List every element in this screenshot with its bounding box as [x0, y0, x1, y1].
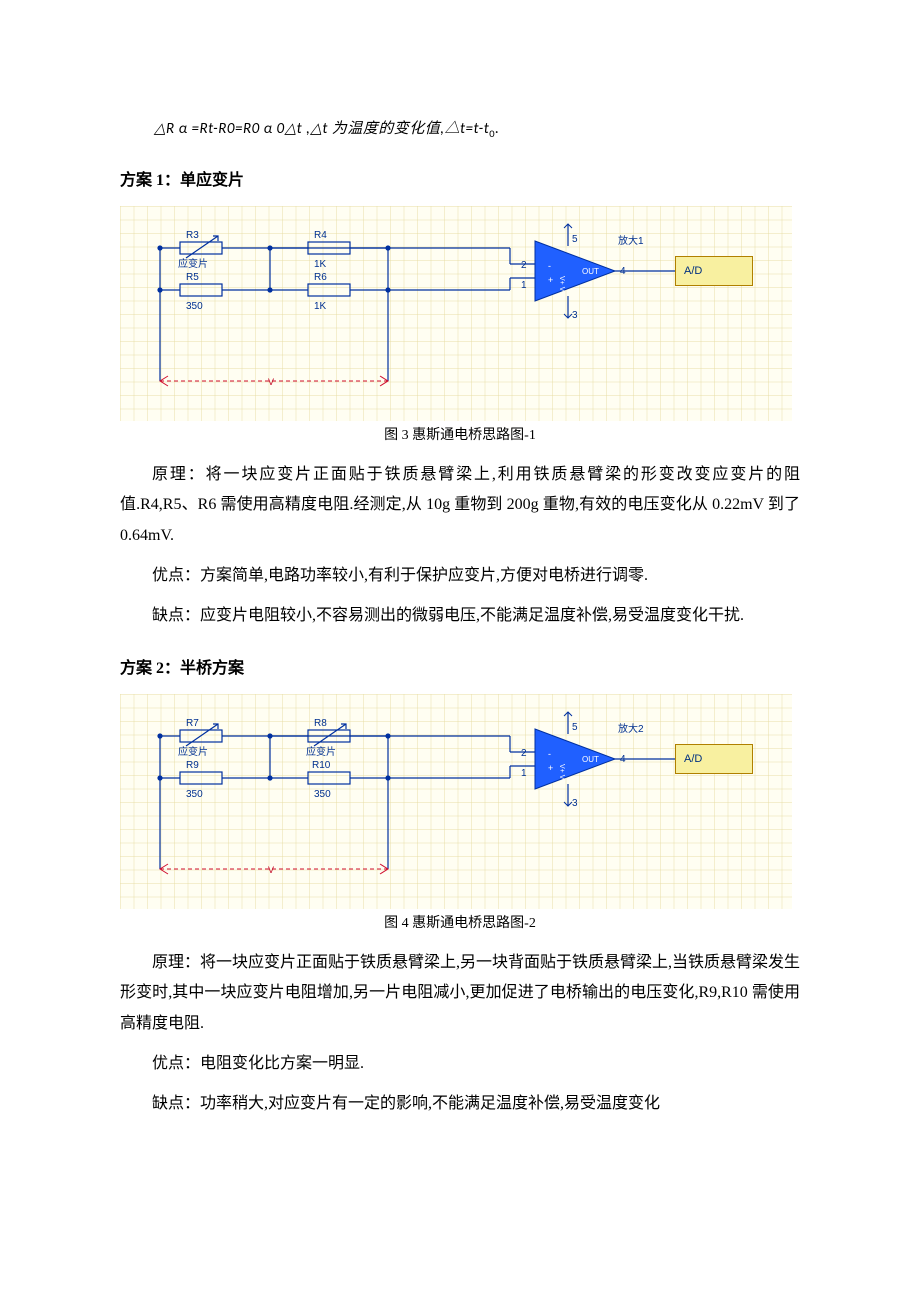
section1-heading: 方案 1：单应变片 — [120, 166, 800, 196]
label-r8: R8 — [314, 714, 327, 733]
figure-2-caption: 图 4 惠斯通电桥思路图-2 — [120, 911, 800, 938]
label-v-2: V — [268, 862, 274, 879]
section1-heading-text: 方案 1：单应变片 — [120, 172, 244, 189]
svg-text:+: + — [548, 763, 553, 773]
label-pin3-1: 3 — [572, 306, 578, 325]
figure-2-caption-text: 图 4 惠斯通电桥思路图-2 — [384, 916, 536, 931]
svg-text:V+ V-: V+ V- — [558, 276, 565, 294]
label-pin4-2: 4 — [620, 750, 626, 769]
section1-disadvantage: 缺点：应变片电阻较小,不容易测出的微弱电压,不能满足温度补偿,易受温度变化干扰. — [120, 601, 800, 631]
svg-text:+: + — [548, 275, 553, 285]
section1-advantage: 优点：方案简单,电路功率较小,有利于保护应变片,方便对电桥进行调零. — [120, 561, 800, 591]
figure-1-caption-text: 图 3 惠斯通电桥思路图-1 — [384, 428, 536, 443]
ad-box-2: A/D — [675, 744, 753, 774]
label-amp1: 放大1 — [618, 232, 644, 251]
label-r9: R9 — [186, 756, 199, 775]
section2-heading: 方案 2：半桥方案 — [120, 654, 800, 684]
label-pin5-1: 5 — [572, 230, 578, 249]
figure-1-caption: 图 3 惠斯通电桥思路图-1 — [120, 423, 800, 450]
label-pin1-1: 1 — [521, 276, 527, 295]
label-pin4-1: 4 — [620, 262, 626, 281]
label-r6: R6 — [314, 268, 327, 287]
label-r6-desc: 1K — [314, 297, 326, 316]
section1-principle: 原理：将一块应变片正面贴于铁质悬臂梁上,利用铁质悬臂梁的形变改变应变片的阻值.R… — [120, 460, 800, 551]
svg-text:V+ V-: V+ V- — [558, 764, 565, 782]
label-pin3-2: 3 — [572, 794, 578, 813]
label-r9-desc: 350 — [186, 785, 203, 804]
section2-disadvantage: 缺点：功率稍大,对应变片有一定的影响,不能满足温度补偿,易受温度变化 — [120, 1089, 800, 1119]
figure-1: - + V+ V- R3 应变片 R4 1K R5 350 R6 1K 放大1 … — [120, 206, 792, 421]
formula-line: △R α =Rt-R0=R0 α 0△t ,△t 为温度的变化值,△t=t-t0… — [154, 115, 800, 144]
label-pin5-2: 5 — [572, 718, 578, 737]
schematic-2: - + V+ V- — [120, 694, 792, 909]
label-r7: R7 — [186, 714, 199, 733]
ad-text-2: A/D — [684, 749, 702, 770]
section2-heading-text: 方案 2：半桥方案 — [120, 660, 244, 677]
label-r10-desc: 350 — [314, 785, 331, 804]
label-r3: R3 — [186, 226, 199, 245]
label-r10: R10 — [312, 756, 330, 775]
label-pin2-2: 2 — [521, 744, 527, 763]
label-out2: OUT — [582, 752, 599, 767]
section2-advantage: 优点：电阻变化比方案一明显. — [120, 1049, 800, 1079]
label-v-1: V — [268, 374, 274, 391]
label-pin2-1: 2 — [521, 256, 527, 275]
document-page: △R α =Rt-R0=R0 α 0△t ,△t 为温度的变化值,△t=t-t0… — [0, 0, 920, 1190]
label-r5-desc: 350 — [186, 297, 203, 316]
label-r5: R5 — [186, 268, 199, 287]
svg-text:-: - — [548, 261, 551, 271]
formula-text: △R α =Rt-R0=R0 α 0△t ,△t 为温度的变化值,△t=t-t0… — [154, 120, 499, 138]
figure-2: - + V+ V- R7 应变片 R8 应变片 R9 350 R10 350 放… — [120, 694, 792, 909]
label-pin1-2: 1 — [521, 764, 527, 783]
ad-text-1: A/D — [684, 261, 702, 282]
section2-principle: 原理：将一块应变片正面贴于铁质悬臂梁上,另一块背面贴于铁质悬臂梁上,当铁质悬臂梁… — [120, 948, 800, 1039]
schematic-1: - + V+ V- — [120, 206, 792, 421]
label-out1: OUT — [582, 264, 599, 279]
svg-text:-: - — [548, 749, 551, 759]
label-amp2: 放大2 — [618, 720, 644, 739]
label-r4: R4 — [314, 226, 327, 245]
ad-box-1: A/D — [675, 256, 753, 286]
